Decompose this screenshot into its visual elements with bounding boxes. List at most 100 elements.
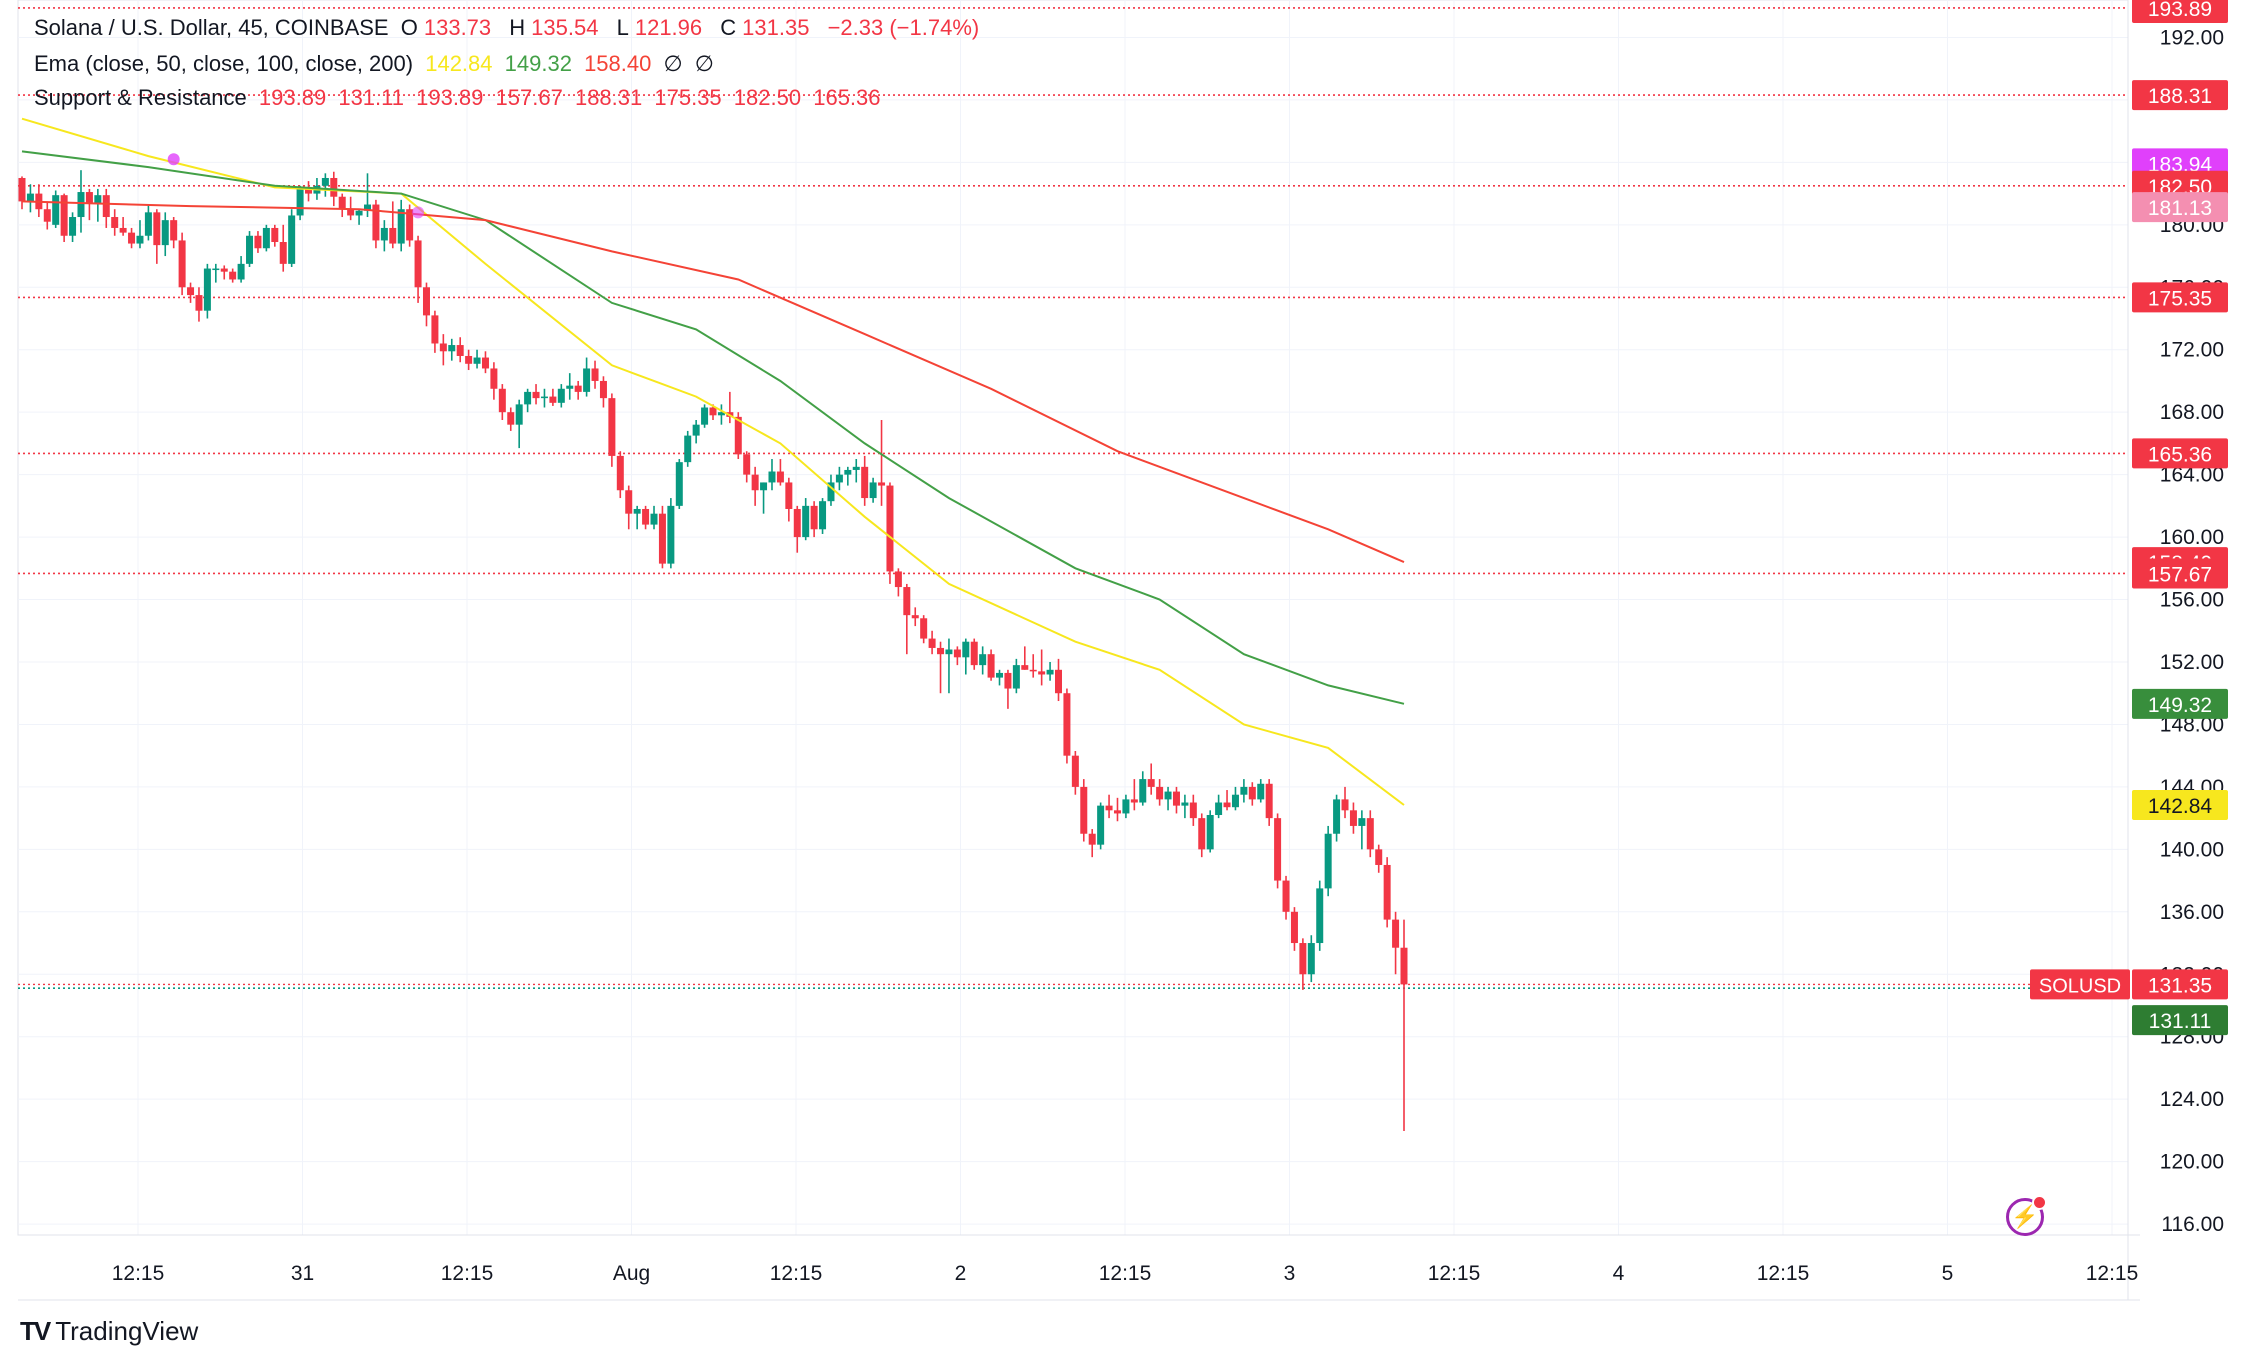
candle-body [406, 209, 414, 241]
candle-body [1046, 669, 1054, 675]
price-tag-sr-bg [2132, 0, 2228, 23]
ema100-value: 149.32 [504, 51, 572, 76]
ema-label: Ema (close, 50, close, 100, close, 200) [34, 51, 414, 76]
candle-body [136, 235, 144, 244]
candle-body [330, 177, 338, 197]
candle-body [380, 227, 388, 241]
candle-body [566, 385, 574, 389]
time-tick-label: 12:15 [770, 1262, 823, 1285]
candle-body [583, 368, 591, 392]
candle-body [1290, 911, 1298, 944]
price-tag-support-bg [2132, 1005, 2228, 1036]
high-value: 135.54 [531, 15, 599, 40]
candle-body [633, 508, 641, 514]
candle-body [549, 396, 557, 403]
candle-body [886, 485, 894, 572]
price-tick-label: 156.00 [2160, 589, 2224, 612]
price-tag-ema100: 149.32 [2148, 694, 2212, 717]
cross-marker [412, 206, 425, 219]
candle-body [178, 240, 186, 288]
sr-value: 165.36 [813, 85, 881, 110]
candle-body [1375, 849, 1383, 865]
candle-body [1055, 669, 1062, 694]
candle-body [1223, 802, 1231, 808]
candle-body [389, 227, 397, 244]
candle-body [288, 215, 296, 264]
candle-body [254, 235, 262, 249]
candle-body [473, 357, 481, 364]
candle-body [650, 513, 658, 525]
candle-body [153, 212, 161, 246]
candle-body [144, 212, 152, 236]
candle-body [776, 471, 784, 483]
candle-body [372, 204, 380, 241]
candle-body [1333, 799, 1341, 834]
candle-body [355, 210, 363, 216]
time-tick-label: 12:15 [2086, 1262, 2139, 1285]
price-tick-label: 164.00 [2160, 464, 2224, 487]
candle-body [1080, 786, 1088, 834]
candle-body [1105, 805, 1113, 811]
candle-body [1257, 783, 1265, 800]
price-tag-sr: 157.67 [2148, 563, 2212, 586]
candlestick-series [18, 170, 1408, 1132]
sr-value: 182.50 [733, 85, 802, 110]
candle-body [852, 466, 860, 470]
price-tick-label: 120.00 [2160, 1151, 2224, 1174]
candle-body [431, 315, 439, 344]
candle-body [18, 177, 26, 202]
candle-body [1265, 783, 1273, 819]
candle-body [448, 345, 456, 352]
price-tag-last-bg [2132, 969, 2228, 1000]
price-tick-label: 136.00 [2160, 901, 2224, 924]
brand-name: TradingView [55, 1316, 199, 1346]
candle-body [743, 454, 751, 475]
candle-body [1324, 833, 1332, 889]
candle-body [701, 407, 709, 425]
candle-body [439, 343, 447, 352]
candle-body [642, 508, 650, 525]
candle-body [1164, 791, 1172, 800]
ema-legend[interactable]: Ema (close, 50, close, 100, close, 200) … [34, 50, 720, 78]
candle-body [1172, 791, 1180, 806]
candle-body [94, 195, 102, 203]
sr-label: Support & Resistance [34, 85, 247, 110]
candle-body [1156, 786, 1164, 800]
tradingview-brand[interactable]: TV TradingView [20, 1316, 198, 1347]
price-tick-label: 168.00 [2160, 401, 2224, 424]
price-tag-sr: 175.35 [2148, 287, 2212, 310]
time-tick-label: 12:15 [1428, 1262, 1481, 1285]
cross-markers [167, 153, 425, 219]
candle-body [608, 398, 616, 456]
candle-body [85, 192, 93, 203]
candle-body [1088, 833, 1096, 845]
candle-body [1400, 947, 1408, 985]
candle-body [1113, 810, 1121, 814]
ema100-line [21, 150, 1405, 705]
candle-body [102, 195, 110, 218]
low-label: L [616, 15, 629, 40]
candle-body [1299, 943, 1307, 975]
candle-body [69, 217, 77, 236]
sr-value: 193.89 [258, 85, 327, 110]
time-axis: 12:15 31 12:15 Aug 12:15 2 12:15 3 12:15 4 12:15 5 1… [18, 1234, 2140, 1301]
candle-body [751, 474, 759, 491]
candle-body [364, 204, 371, 211]
sr-legend[interactable]: Support & Resistance 193.89 131.11 193.8… [34, 84, 887, 112]
sr-value: 188.31 [574, 85, 643, 110]
ema200-line [21, 200, 1405, 564]
candle-body [1215, 802, 1223, 816]
candle-body [111, 217, 119, 228]
candle-body [760, 482, 768, 491]
price-tag-ema100-bg [2132, 688, 2228, 719]
lightning-icon[interactable]: ⚡ [2006, 1195, 2047, 1236]
candle-body [1021, 665, 1029, 670]
candle-body [962, 641, 970, 658]
sr-value: 193.89 [416, 85, 484, 110]
candle-body [507, 412, 515, 425]
candle-body [1307, 943, 1315, 975]
candle-body [347, 209, 355, 216]
candle-body [1130, 799, 1138, 803]
candle-body [928, 638, 936, 648]
